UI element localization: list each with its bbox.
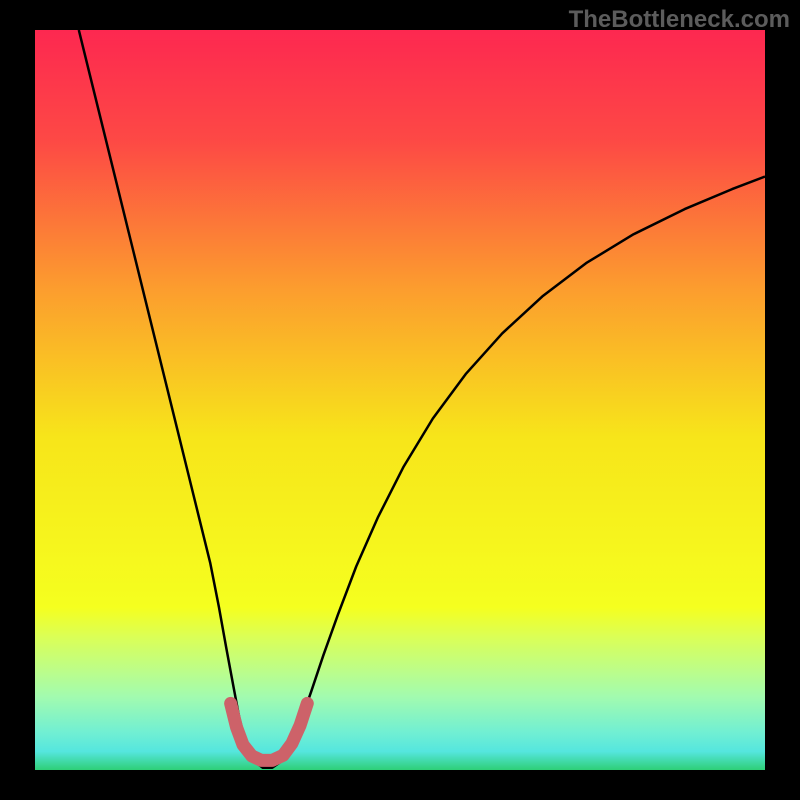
watermark-text: TheBottleneck.com xyxy=(569,6,790,34)
plot-area xyxy=(35,30,765,770)
plot-svg xyxy=(35,30,765,770)
chart-container: TheBottleneck.com xyxy=(0,0,800,800)
